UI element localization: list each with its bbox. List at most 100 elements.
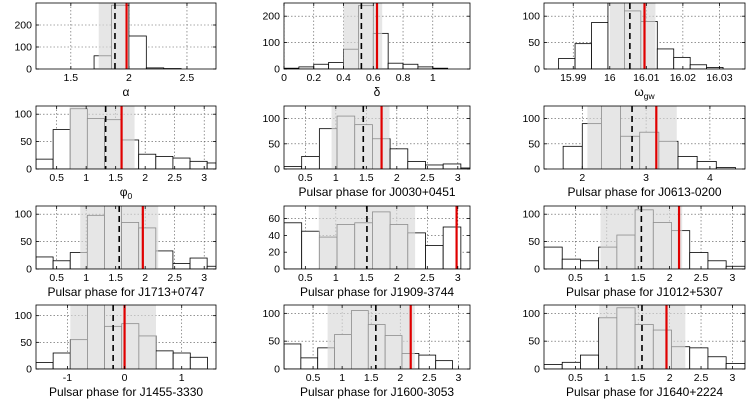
x-tick-label: 0.5 (306, 372, 321, 384)
x-tick-label: 3 (201, 172, 207, 184)
x-axis-label: Pulsar phase for J1909-3744 (300, 285, 454, 299)
x-tick-label: 1 (604, 372, 610, 384)
x-tick-label: 16.03 (706, 72, 732, 84)
x-tick-label: 1.5 (631, 272, 646, 284)
x-axis-label: Pulsar phase for J0613-0200 (567, 185, 721, 199)
x-tick-label: 1 (83, 172, 89, 184)
axes-frame (543, 205, 746, 270)
y-tick-label: 100 (522, 308, 540, 320)
x-tick-label: 3 (455, 272, 461, 284)
x-tick-label: 1.5 (64, 72, 79, 84)
x-axis-label: Pulsar phase for J1713+0747 (47, 285, 204, 299)
x-tick-label: 1.5 (364, 372, 379, 384)
x-axis-label: φ0 (120, 185, 133, 201)
axes-frame (283, 105, 471, 170)
y-tick-label: 100 (262, 113, 280, 125)
histogram-bar (561, 361, 581, 369)
x-tick-label: 1.5 (108, 272, 123, 284)
x-tick-label: 3 (643, 172, 649, 184)
x-tick-label: 1 (339, 372, 345, 384)
x-axis-label: α (123, 85, 130, 99)
histogram-bar (689, 64, 708, 69)
y-tick-label: 60 (268, 213, 280, 225)
y-tick-label: 0 (26, 264, 32, 276)
histogram-bar (389, 148, 409, 169)
x-tick-label: 2 (394, 172, 400, 184)
axes-frame (543, 105, 746, 170)
panel-4: 0.5 1 1.5 2 2.5 3 0 50 100 Pulsar phase for J0030… (262, 105, 471, 199)
histogram-bar (300, 357, 319, 369)
y-tick-label: 0 (26, 64, 32, 76)
x-tick-label: 16.01 (633, 72, 659, 84)
x-tick-label: 2 (667, 272, 673, 284)
x-axis-label: Pulsar phase for J1455-3330 (49, 385, 203, 399)
histogram-bar (138, 153, 157, 169)
histogram-bar (387, 62, 404, 69)
x-axis-label: δ (374, 85, 381, 99)
axes-frame (35, 2, 217, 70)
y-tick-label: 100 (262, 308, 280, 320)
credible-interval-band (69, 106, 135, 169)
y-tick-label: 50 (20, 136, 32, 148)
x-tick-label: 2 (394, 272, 400, 284)
x-tick-label: 1 (604, 272, 610, 284)
y-tick-label: 100 (14, 209, 32, 221)
y-tick-label: 0 (274, 264, 280, 276)
histogram-bar (189, 356, 208, 369)
y-tick-label: 100 (14, 109, 32, 121)
histogram-bar (407, 161, 426, 169)
panel-10: 0.5 1 1.5 2 2.5 3 0 50 100 Pulsar phase for J1600… (262, 304, 471, 399)
x-tick-label: 2.5 (694, 372, 709, 384)
x-axis-label: ωgw (634, 85, 655, 101)
axes-frame (283, 304, 471, 370)
x-tick-label: 0.8 (396, 72, 411, 84)
x-tick-label: 0.5 (568, 272, 583, 284)
histogram-bar (561, 258, 581, 269)
y-tick-label: 100 (522, 113, 540, 125)
histogram-bar (128, 35, 147, 69)
axes-frame (35, 105, 217, 170)
x-tick-label: 0.5 (568, 372, 583, 384)
histogram-bar (689, 347, 709, 369)
histogram-bar (562, 145, 583, 169)
axes-frame (543, 2, 746, 70)
x-tick-label: 2 (142, 272, 148, 284)
x-axis-label: Pulsar phase for J1640+2224 (566, 385, 723, 399)
y-tick-label: 0 (274, 164, 280, 176)
panel-3: 0.5 1 1.5 2 2.5 3 0 50 100 φ0 (14, 105, 217, 201)
x-tick-label: 1.5 (359, 172, 374, 184)
x-axis-label: Pulsar phase for J1012+5307 (566, 285, 723, 299)
x-tick-label: 1 (333, 272, 339, 284)
histogram-bar (689, 252, 709, 269)
x-tick-label: 0 (281, 72, 287, 84)
panel-8: 0.5 1 1.5 2 2.5 3 0 50 100 Pulsar phase for J1012… (522, 205, 746, 299)
histogram-bar (36, 256, 54, 269)
x-tick-label: 2.5 (422, 372, 437, 384)
y-tick-label: 0 (26, 364, 32, 376)
y-tick-label: 50 (528, 236, 540, 248)
y-tick-label: 100 (14, 42, 32, 54)
histogram-bar (284, 222, 303, 269)
x-tick-label: 2 (397, 372, 403, 384)
y-tick-label: 0 (534, 264, 540, 276)
x-tick-label: 0.5 (298, 272, 313, 284)
panel-5: 2 3 4 0 50 100 Pulsar phase for J0613-0200 (522, 105, 746, 199)
y-tick-label: 20 (268, 247, 280, 259)
axes-frame (35, 304, 217, 370)
x-tick-label: 16.02 (670, 72, 696, 84)
histogram-bar (155, 250, 174, 269)
histogram-bar (725, 265, 745, 269)
credible-interval-band (343, 3, 383, 69)
x-tick-label: 0 (122, 372, 128, 384)
credible-interval-band (609, 3, 656, 69)
x-tick-label: 0.2 (306, 72, 321, 84)
histogram-bar (707, 356, 727, 369)
panel-6: 0.5 1 1.5 2 2.5 3 0 50 100 Pulsar phase for J1713… (14, 205, 217, 299)
x-tick-label: 2 (667, 372, 673, 384)
x-tick-label: 1.5 (359, 272, 374, 284)
histogram-bar (301, 230, 320, 269)
histogram-bar (706, 67, 724, 69)
histogram-bar (172, 157, 191, 169)
axes-frame (283, 2, 471, 70)
histogram-bar (189, 257, 208, 269)
